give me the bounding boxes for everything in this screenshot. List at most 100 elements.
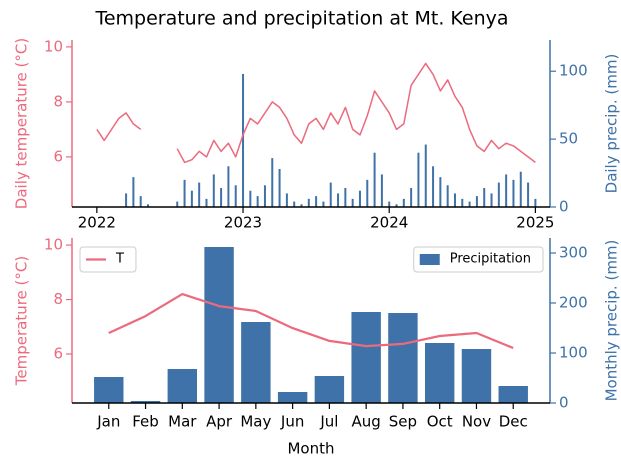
bar bbox=[205, 198, 208, 207]
bar bbox=[432, 166, 435, 207]
bar bbox=[461, 349, 492, 403]
bar bbox=[234, 185, 237, 207]
y-tick-label: 8 bbox=[53, 92, 63, 110]
bar bbox=[212, 174, 215, 207]
legend-label: T bbox=[115, 252, 124, 267]
x-tick-label: 2022 bbox=[78, 214, 116, 232]
bar bbox=[132, 177, 135, 207]
x-tick-label: Apr bbox=[206, 413, 233, 431]
bar bbox=[242, 73, 245, 208]
x-tick-label: Jun bbox=[280, 413, 304, 431]
bar bbox=[446, 185, 449, 207]
chart-title: Temperature and precipitation at Mt. Ken… bbox=[94, 8, 508, 30]
bar bbox=[125, 193, 128, 207]
bar bbox=[314, 376, 345, 403]
y-tick-label: 6 bbox=[53, 344, 63, 362]
bar bbox=[475, 196, 478, 207]
bar bbox=[256, 196, 259, 207]
bar bbox=[490, 193, 493, 207]
bar bbox=[285, 193, 288, 207]
x-tick-label: Nov bbox=[462, 413, 491, 431]
bar bbox=[380, 174, 383, 207]
y-tick-label: 8 bbox=[53, 290, 63, 308]
bar bbox=[277, 392, 308, 403]
x-tick-label: Dec bbox=[499, 413, 528, 431]
bar bbox=[527, 182, 530, 207]
bar bbox=[439, 177, 442, 207]
bar bbox=[315, 196, 318, 207]
legend-label: Precipitation bbox=[450, 252, 531, 267]
x-tick-label: 2025 bbox=[516, 214, 554, 232]
bar bbox=[249, 190, 252, 207]
x-tick-label: Jan bbox=[96, 413, 120, 431]
x-tick-label: Aug bbox=[352, 413, 381, 431]
y2-tick-label: 0 bbox=[559, 198, 569, 216]
legend-swatch bbox=[419, 254, 440, 265]
line bbox=[96, 62, 536, 164]
bar bbox=[94, 377, 124, 403]
bar bbox=[351, 198, 354, 207]
y2-tick-label: 0 bbox=[559, 394, 569, 412]
legend-box bbox=[79, 246, 137, 273]
y2-tick-label: 100 bbox=[559, 344, 588, 362]
bar bbox=[183, 179, 186, 207]
bar bbox=[271, 158, 274, 207]
bar bbox=[483, 187, 486, 207]
bar bbox=[351, 312, 381, 403]
y-axis-label: Temperature (°C) bbox=[13, 256, 31, 386]
bar bbox=[395, 204, 398, 207]
y2-axis-label: Daily precip. (mm) bbox=[603, 54, 621, 194]
bar bbox=[204, 247, 234, 403]
bar bbox=[519, 171, 522, 207]
bar bbox=[344, 187, 347, 207]
bar bbox=[373, 152, 376, 207]
x-tick-label: 2024 bbox=[370, 214, 408, 232]
bar bbox=[461, 198, 464, 207]
x-tick-label: Feb bbox=[132, 413, 159, 431]
x-tick-label: Sep bbox=[389, 413, 417, 431]
bar bbox=[424, 343, 455, 403]
y2-tick-label: 50 bbox=[559, 130, 578, 148]
bar bbox=[167, 369, 198, 403]
bar bbox=[241, 322, 271, 403]
bar bbox=[300, 204, 303, 207]
bar bbox=[417, 152, 420, 207]
bar bbox=[498, 386, 528, 403]
bar bbox=[366, 179, 369, 207]
bar bbox=[227, 166, 230, 207]
y-tick-label: 6 bbox=[53, 147, 63, 165]
bar bbox=[130, 401, 161, 403]
bar bbox=[388, 313, 418, 403]
bar bbox=[505, 174, 508, 207]
bar bbox=[453, 193, 456, 207]
line bbox=[108, 293, 514, 350]
bar bbox=[263, 185, 266, 207]
x-tick-label: Mar bbox=[168, 413, 197, 431]
bar bbox=[139, 196, 142, 207]
bar bbox=[534, 198, 537, 207]
bar bbox=[329, 182, 332, 207]
y-tick-label: 10 bbox=[44, 37, 63, 55]
bar bbox=[293, 201, 296, 207]
bar bbox=[220, 187, 223, 207]
x-tick-label: May bbox=[240, 413, 271, 431]
bar bbox=[388, 201, 391, 207]
bar bbox=[176, 201, 179, 207]
bar bbox=[512, 179, 515, 207]
bar bbox=[424, 144, 427, 207]
y-tick-label: 10 bbox=[44, 236, 63, 254]
y-axis-label: Daily temperature (°C) bbox=[13, 38, 31, 209]
x-tick-label: 2023 bbox=[224, 214, 262, 232]
bar bbox=[358, 190, 361, 207]
bar bbox=[147, 204, 150, 207]
bar bbox=[322, 201, 325, 207]
bar bbox=[198, 182, 201, 207]
y2-axis-label: Monthly precip. (mm) bbox=[603, 240, 621, 402]
legend: Precipitation bbox=[413, 246, 544, 273]
x-tick-label: Jul bbox=[319, 413, 338, 431]
legend: T bbox=[79, 246, 137, 273]
bar bbox=[337, 193, 340, 207]
bar bbox=[190, 190, 193, 207]
x-axis-label: Month bbox=[287, 440, 334, 458]
